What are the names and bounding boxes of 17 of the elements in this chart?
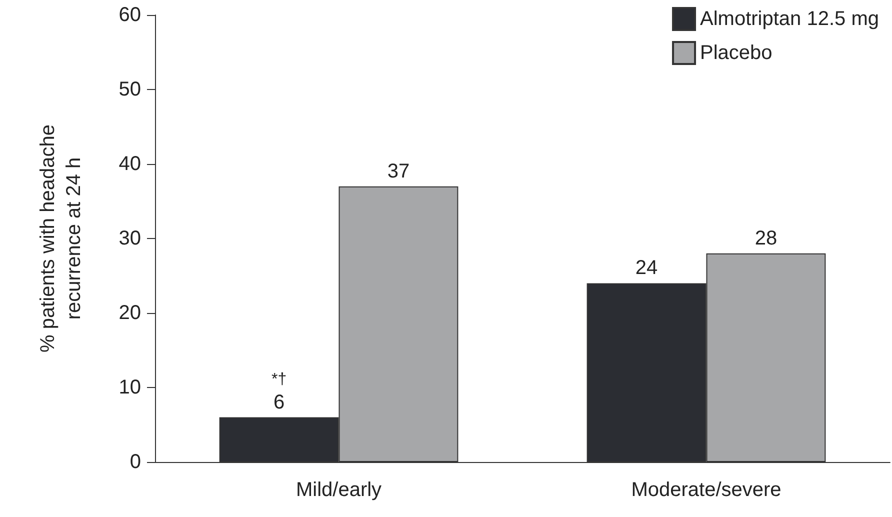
y-axis-title: % patients with headache recurrence at 24 h: [37, 124, 85, 352]
legend-label: Placebo: [700, 42, 772, 64]
y-tick-label: 50: [118, 78, 141, 100]
annotation: *†: [271, 370, 287, 388]
y-tick-label: 30: [118, 228, 141, 250]
legend-label: Almotriptan 12.5 mg: [700, 8, 880, 30]
data-label: 24: [635, 257, 658, 280]
y-tick-label: 10: [118, 376, 141, 398]
y-tick-label: 20: [118, 302, 141, 324]
y-tick-label: 0: [130, 451, 141, 473]
y-tick-label: 60: [118, 4, 141, 26]
data-label: 28: [754, 227, 778, 250]
data-label: 6: [273, 391, 285, 414]
data-label: 37: [387, 160, 410, 182]
x-tick-label: Moderate/severe: [631, 479, 782, 501]
x-tick-label: Mild/early: [296, 479, 382, 501]
y-tick-label: 40: [118, 153, 141, 175]
